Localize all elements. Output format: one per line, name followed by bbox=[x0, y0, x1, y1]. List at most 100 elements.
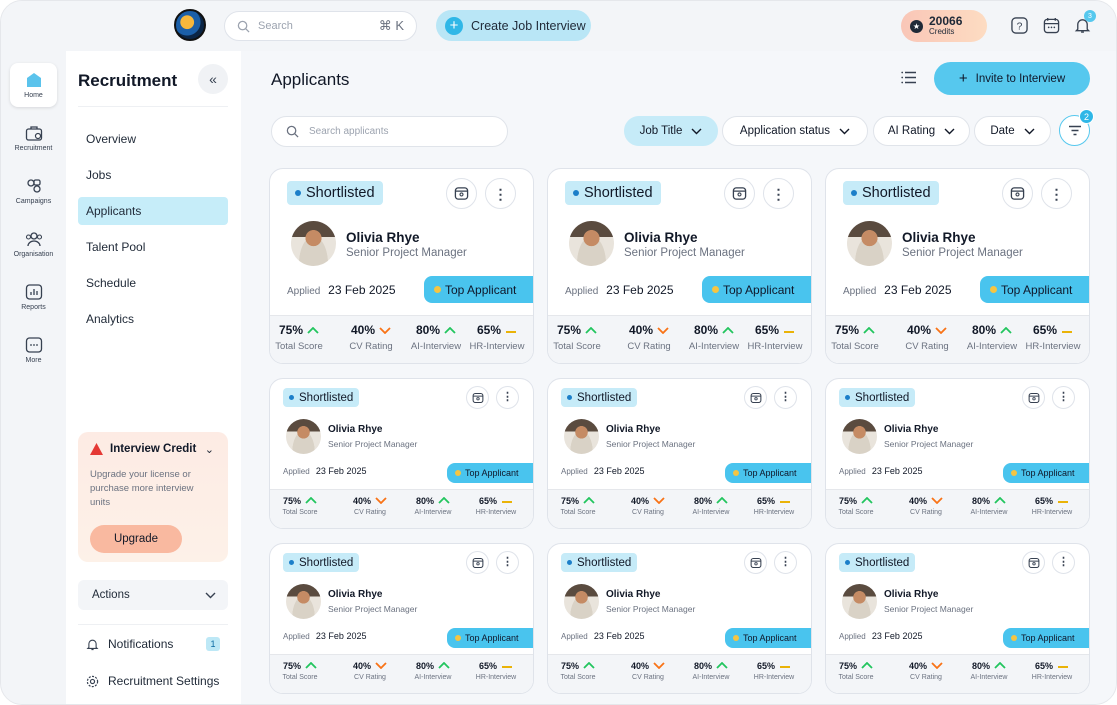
notifications-link[interactable]: Notifications bbox=[86, 634, 173, 654]
metric-value-text: 80% bbox=[971, 323, 997, 337]
rail-item-campaigns[interactable]: Campaigns bbox=[10, 169, 57, 213]
applicant-card[interactable]: Shortlisted ⋮ Olivia Rhye Senior Project… bbox=[269, 378, 534, 529]
sidebar-item-overview[interactable]: Overview bbox=[86, 132, 137, 146]
chevron-down-icon[interactable]: ⌄ bbox=[204, 444, 214, 456]
calendar-icon[interactable] bbox=[1042, 16, 1060, 34]
rail-label: Home bbox=[24, 91, 43, 99]
applicant-name[interactable]: Olivia Rhye bbox=[606, 589, 661, 600]
applicant-name[interactable]: Olivia Rhye bbox=[606, 424, 661, 435]
calendar-user-icon bbox=[732, 187, 747, 200]
metric-value-text: 65% bbox=[1034, 661, 1053, 671]
more-options-button[interactable]: ⋮ bbox=[1052, 551, 1075, 574]
filter-ai-rating[interactable]: AI Rating bbox=[873, 116, 970, 146]
applicant-name[interactable]: Olivia Rhye bbox=[624, 230, 698, 245]
schedule-interview-button[interactable] bbox=[724, 178, 755, 209]
status-badge: Shortlisted bbox=[839, 388, 916, 407]
trend-up-icon bbox=[305, 496, 317, 506]
list-view-icon[interactable] bbox=[901, 71, 917, 88]
filter-date[interactable]: Date bbox=[974, 116, 1051, 146]
more-options-button[interactable]: ⋮ bbox=[774, 551, 797, 574]
sidebar-item-jobs[interactable]: Jobs bbox=[86, 168, 112, 182]
invite-to-interview-button[interactable]: + Invite to Interview bbox=[934, 62, 1090, 95]
metric-value: 75% bbox=[826, 496, 886, 506]
metric-cv-rating: 40% CV Rating bbox=[618, 661, 678, 681]
applicant-name[interactable]: Olivia Rhye bbox=[346, 230, 420, 245]
actions-dropdown[interactable]: Actions bbox=[78, 580, 228, 610]
schedule-interview-button[interactable] bbox=[1022, 551, 1045, 574]
applicant-card[interactable]: Shortlisted ⋮ Olivia Rhye Senior Project… bbox=[547, 378, 812, 529]
applicant-card[interactable]: Shortlisted ⋮ Olivia Rhye Senior Project… bbox=[547, 168, 812, 364]
schedule-interview-button[interactable] bbox=[466, 386, 489, 409]
applicant-name[interactable]: Olivia Rhye bbox=[884, 424, 939, 435]
schedule-interview-button[interactable] bbox=[446, 178, 477, 209]
rail-item-organisation[interactable]: Organisation bbox=[10, 222, 57, 266]
more-options-button[interactable]: ⋮ bbox=[1041, 178, 1072, 209]
applicant-name[interactable]: Olivia Rhye bbox=[902, 230, 976, 245]
metric-total-score: 75% Total Score bbox=[548, 661, 608, 681]
more-options-button[interactable]: ⋮ bbox=[496, 386, 519, 409]
metric-ai-interview: 80% AI-Interview bbox=[959, 661, 1019, 681]
rail-item-reports[interactable]: Reports bbox=[10, 275, 57, 319]
applicant-search-input[interactable]: Search applicants bbox=[271, 116, 508, 147]
more-options-button[interactable]: ⋮ bbox=[485, 178, 516, 209]
metric-value-text: 40% bbox=[630, 661, 649, 671]
sidebar-item-applicants[interactable]: Applicants bbox=[78, 197, 228, 225]
status-label: Shortlisted bbox=[862, 185, 931, 201]
applicant-card[interactable]: Shortlisted ⋮ Olivia Rhye Senior Project… bbox=[269, 168, 534, 364]
recruitment-settings-link[interactable]: Recruitment Settings bbox=[86, 671, 219, 691]
filter-job-title[interactable]: Job Title bbox=[624, 116, 718, 146]
applicant-card[interactable]: Shortlisted ⋮ Olivia Rhye Senior Project… bbox=[825, 543, 1090, 694]
applicant-card[interactable]: Shortlisted ⋮ Olivia Rhye Senior Project… bbox=[269, 543, 534, 694]
more-options-button[interactable]: ⋮ bbox=[774, 386, 797, 409]
more-options-button[interactable]: ⋮ bbox=[496, 551, 519, 574]
applicant-card[interactable]: Shortlisted ⋮ Olivia Rhye Senior Project… bbox=[547, 543, 812, 694]
top-bar: Search ⌘ K + Create Job Interview ★ 2006… bbox=[1, 1, 1116, 51]
filter-application-status[interactable]: Application status bbox=[722, 116, 868, 146]
rail-item-home[interactable]: Home bbox=[10, 63, 57, 107]
schedule-interview-button[interactable] bbox=[466, 551, 489, 574]
collapse-sidebar-button[interactable]: « bbox=[198, 64, 228, 94]
rail-item-more[interactable]: More bbox=[10, 328, 57, 372]
schedule-interview-button[interactable] bbox=[744, 551, 767, 574]
sidebar-item-analytics[interactable]: Analytics bbox=[86, 312, 135, 326]
metric-label: CV Rating bbox=[910, 509, 942, 516]
more-options-button[interactable]: ⋮ bbox=[1052, 386, 1075, 409]
metric-value: 75% bbox=[270, 661, 330, 671]
trend-up-icon bbox=[716, 661, 728, 671]
status-label: Shortlisted bbox=[855, 556, 910, 569]
metric-hr-interview: 65% HR-Interview bbox=[744, 496, 804, 516]
applicant-name[interactable]: Olivia Rhye bbox=[328, 589, 383, 600]
more-options-button[interactable]: ⋮ bbox=[763, 178, 794, 209]
score-footer: 75% Total Score 40% CV Rating bbox=[826, 654, 1089, 693]
schedule-interview-button[interactable] bbox=[744, 386, 767, 409]
applicant-card[interactable]: Shortlisted ⋮ Olivia Rhye Senior Project… bbox=[825, 168, 1090, 364]
active-filters-badge: 2 bbox=[1079, 109, 1094, 124]
global-search-input[interactable]: Search ⌘ K bbox=[224, 11, 417, 41]
schedule-interview-button[interactable] bbox=[1002, 178, 1033, 209]
schedule-interview-button[interactable] bbox=[1022, 386, 1045, 409]
help-icon[interactable]: ? bbox=[1010, 16, 1028, 34]
trend-down-icon bbox=[931, 661, 943, 671]
filter-button[interactable] bbox=[1059, 115, 1090, 146]
metric-value-text: 65% bbox=[478, 661, 497, 671]
applicant-name[interactable]: Olivia Rhye bbox=[884, 589, 939, 600]
upgrade-button[interactable]: Upgrade bbox=[90, 525, 182, 553]
applicant-name[interactable]: Olivia Rhye bbox=[328, 424, 383, 435]
rail-item-recruitment[interactable]: Recruitment bbox=[10, 116, 57, 160]
calendar-user-icon bbox=[750, 392, 761, 403]
credits-badge[interactable]: ★ 20066 Credits bbox=[901, 10, 987, 42]
sidebar-item-schedule[interactable]: Schedule bbox=[86, 276, 137, 290]
applicant-role: Senior Project Manager bbox=[902, 247, 1023, 259]
bell-icon[interactable]: 3 bbox=[1073, 10, 1096, 34]
applied-date-value: 23 Feb 2025 bbox=[315, 631, 367, 641]
create-job-interview-button[interactable]: + Create Job Interview bbox=[436, 10, 591, 41]
app-logo[interactable] bbox=[174, 9, 206, 41]
avatar bbox=[564, 584, 599, 619]
trend-up-icon bbox=[863, 323, 875, 337]
applied-date-value: 23 Feb 2025 bbox=[593, 466, 645, 476]
filter-label: Job Title bbox=[639, 125, 683, 137]
applicant-card[interactable]: Shortlisted ⋮ Olivia Rhye Senior Project… bbox=[825, 378, 1090, 529]
sidebar-item-talent-pool[interactable]: Talent Pool bbox=[86, 240, 146, 254]
interview-credit-header[interactable]: Interview Credit bbox=[90, 443, 196, 455]
rail-label: Reports bbox=[21, 303, 46, 311]
